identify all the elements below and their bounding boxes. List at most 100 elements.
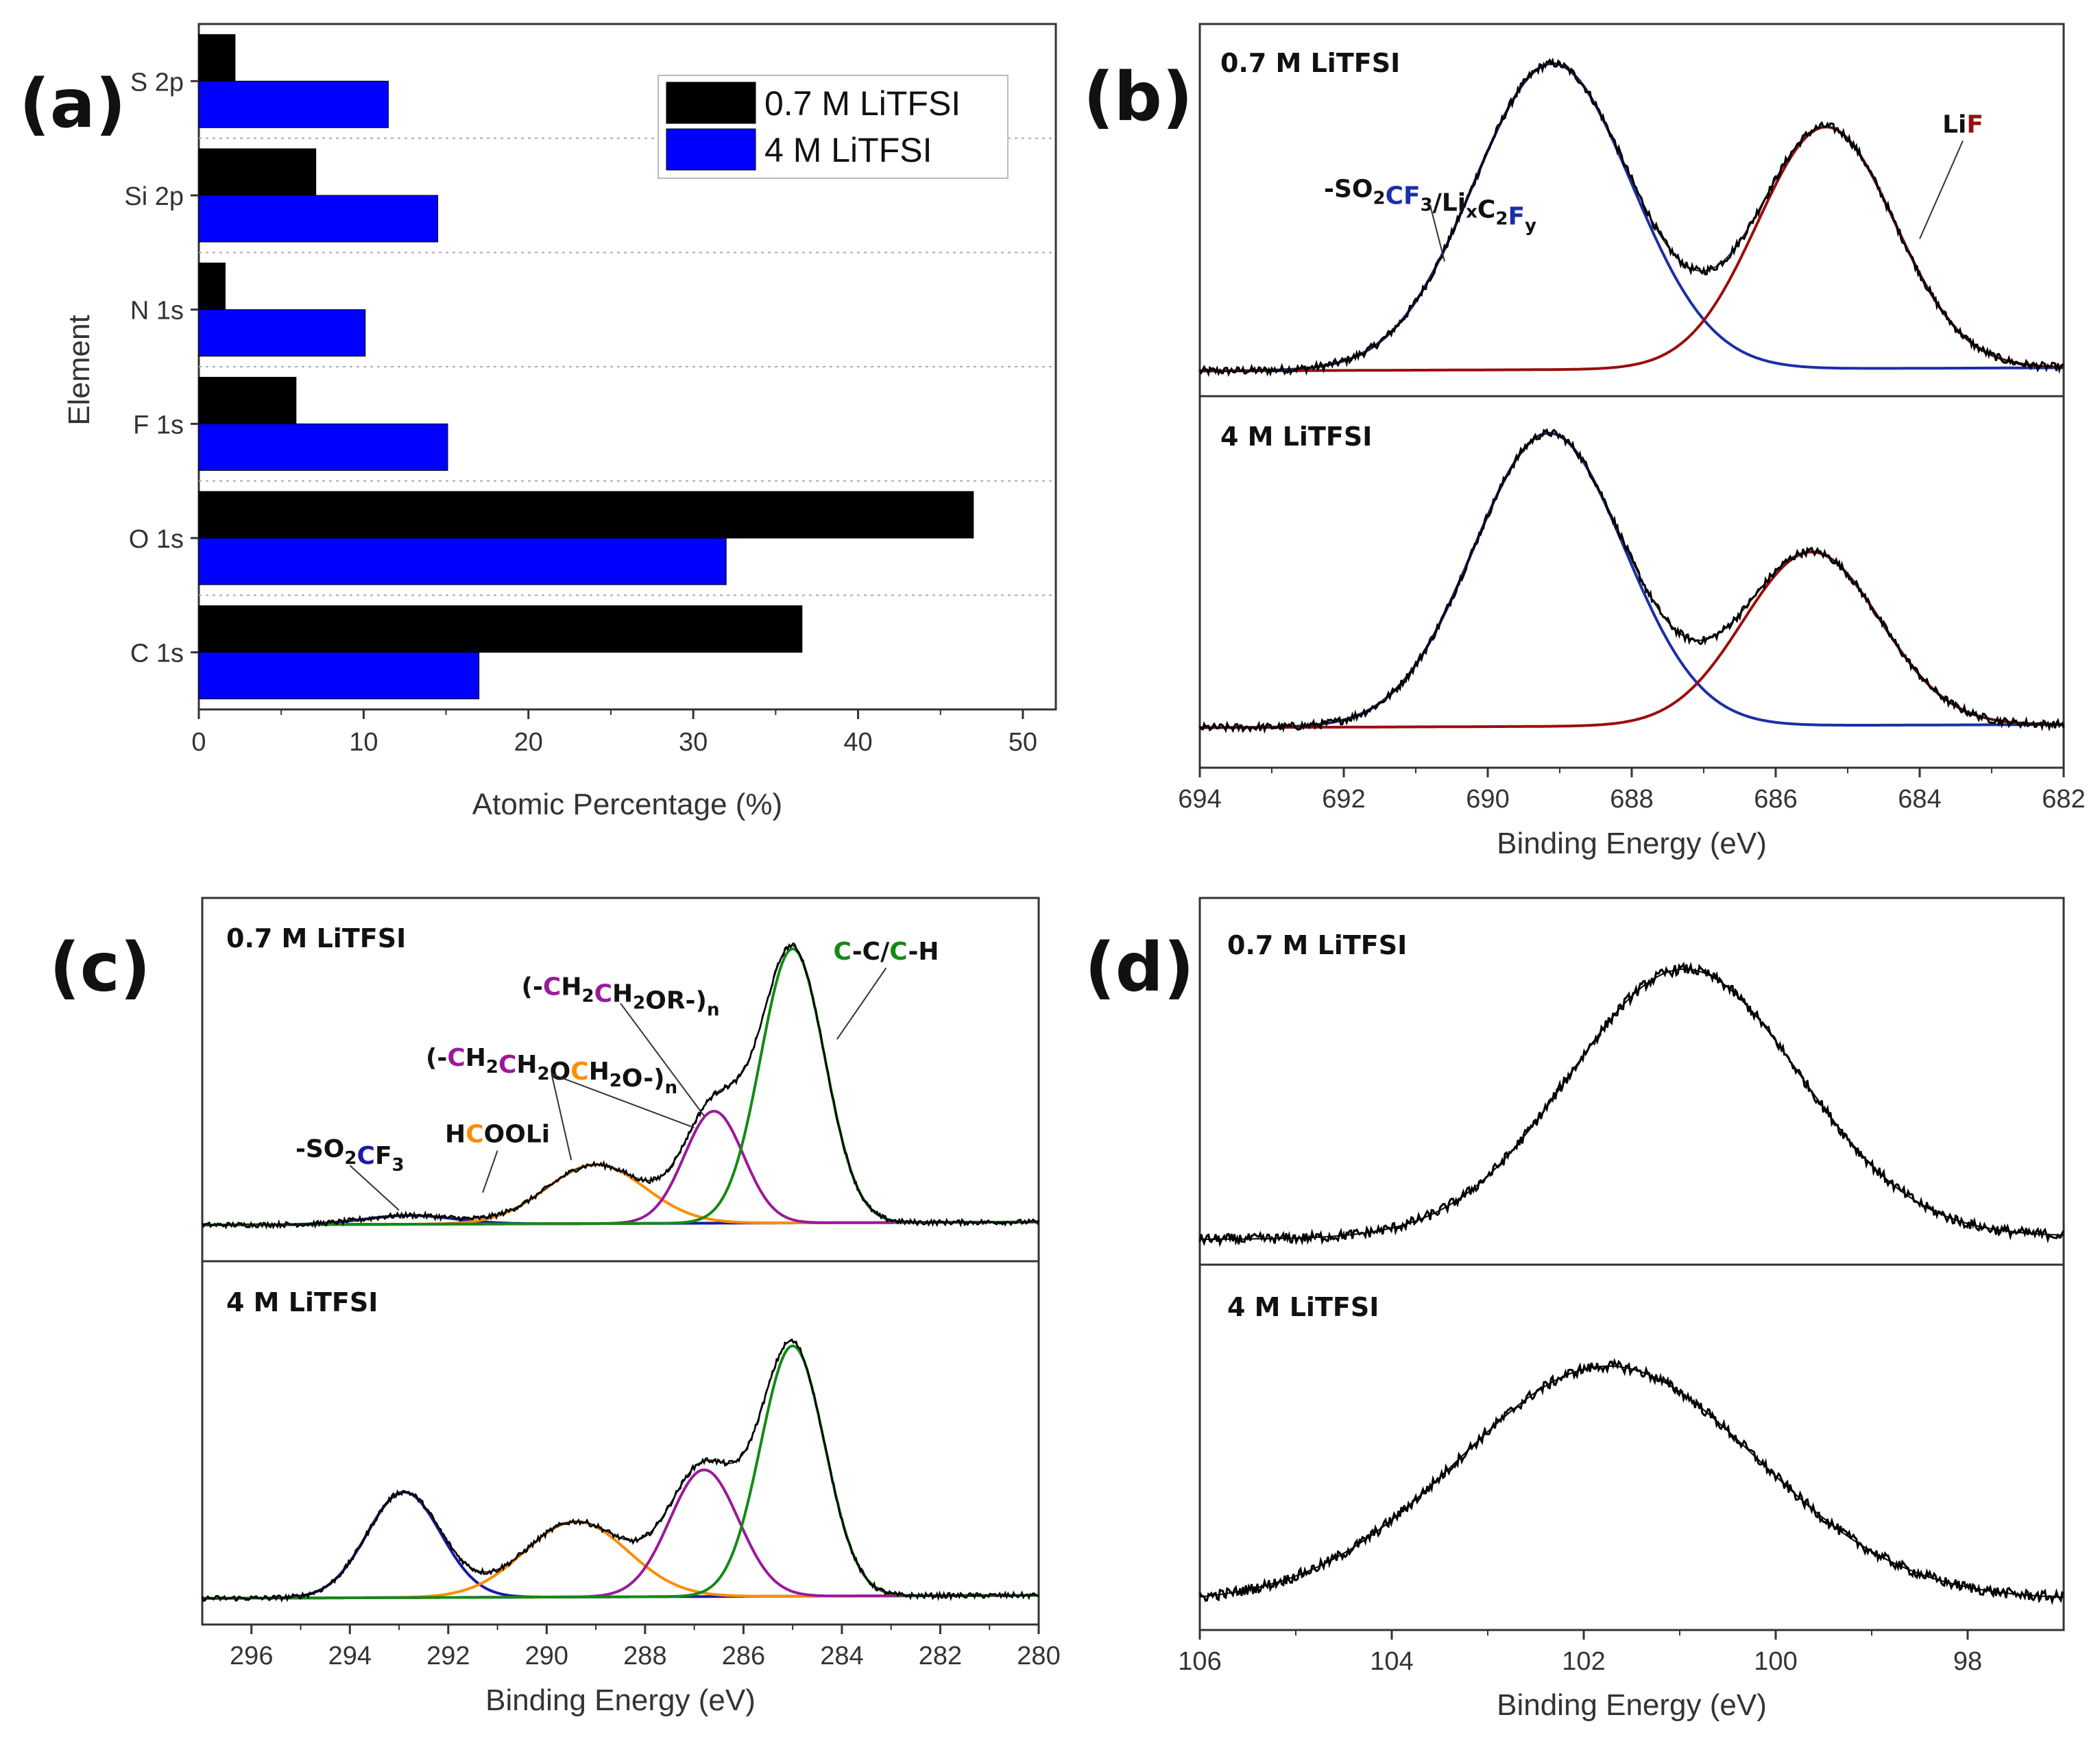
x-tick-label: 290 bbox=[525, 1642, 568, 1670]
panel-c-c1s-spectra: C-C/C-H (-CH2CH2OR-)n (-CH2CH2OCH2O-)n HCOO… bbox=[201, 897, 1061, 1717]
panel-b-label-0-7m: 0.7 M LiTFSI bbox=[1220, 48, 1400, 78]
x-tick-label: 100 bbox=[1754, 1647, 1797, 1676]
fit-peak-1-1 bbox=[1200, 550, 2064, 729]
raw-spectrum-0 bbox=[201, 942, 1040, 1230]
bar-4m-o-1s bbox=[198, 537, 727, 585]
fit-peak-1-3 bbox=[202, 1344, 1039, 1600]
x-tick-label: 692 bbox=[1322, 785, 1365, 814]
annotation-pointer bbox=[620, 1003, 705, 1117]
legend-label-0-7m: 0.7 M LiTFSI bbox=[764, 84, 961, 123]
annotation-pointer bbox=[349, 1165, 400, 1211]
bar-4m-f-1s bbox=[198, 423, 448, 471]
panel-c-x-axis-title: Binding Energy (eV) bbox=[485, 1683, 756, 1717]
x-tick-label: 20 bbox=[514, 728, 543, 757]
fit-peak-0-2 bbox=[202, 1110, 1039, 1227]
panel-c-x-ticks: 296 294 292 290 288 286 284 282 280 bbox=[230, 1625, 1061, 1670]
x-tick-label: 0 bbox=[191, 728, 206, 757]
x-tick-label: 98 bbox=[1953, 1647, 1982, 1676]
category-label: C 1s bbox=[130, 640, 184, 668]
bar-0-7m-o-1s bbox=[198, 491, 974, 539]
x-tick-label: 684 bbox=[1898, 785, 1941, 814]
category-label: F 1s bbox=[133, 411, 184, 439]
fit-peak-0-0 bbox=[1200, 968, 2064, 1240]
x-tick-label: 106 bbox=[1178, 1647, 1221, 1676]
panel-a-bars bbox=[198, 34, 974, 700]
panel-c-label-4m: 4 M LiTFSI bbox=[226, 1287, 378, 1317]
panel-b-lif-spectra: -SO2CF3/LixC2Fy LiF 694 692 690 688 686 684 682… bbox=[1178, 23, 2086, 860]
peak-annotation-3: HCOOLi bbox=[445, 1121, 550, 1149]
x-tick-label: 686 bbox=[1754, 785, 1797, 814]
x-tick-label: 102 bbox=[1562, 1647, 1605, 1676]
legend-swatch-0-7m bbox=[666, 82, 756, 124]
peak-annotation-1: (-CH2CH2OR-)n bbox=[522, 973, 720, 1021]
panel-d-label-0-7m: 0.7 M LiTFSI bbox=[1227, 930, 1407, 960]
fit-envelope-1 bbox=[202, 1340, 1039, 1599]
panel-label-c: (c) bbox=[49, 929, 151, 1007]
bar-0-7m-c-1s bbox=[198, 605, 803, 653]
category-label: Si 2p bbox=[124, 182, 184, 211]
fit-peak-0-1 bbox=[202, 1163, 1039, 1227]
x-tick-label: 694 bbox=[1178, 785, 1221, 814]
x-tick-label: 682 bbox=[2042, 785, 2085, 814]
x-tick-label: 10 bbox=[349, 728, 378, 757]
x-tick-label: 282 bbox=[919, 1642, 962, 1670]
x-tick-label: 104 bbox=[1370, 1647, 1413, 1676]
panel-b-curves bbox=[1198, 57, 2065, 734]
bar-0-7m-f-1s bbox=[198, 376, 297, 424]
panel-label-d: (d) bbox=[1085, 929, 1194, 1007]
panel-a-legend: 0.7 M LiTFSI 4 M LiTFSI bbox=[657, 75, 1009, 179]
panel-a-x-axis-title: Atomic Percentage (%) bbox=[472, 788, 782, 821]
annotation-pointer bbox=[1919, 140, 1964, 239]
bar-0-7m-n-1s bbox=[198, 263, 226, 311]
x-tick-label: 280 bbox=[1017, 1642, 1060, 1670]
peak-annotation-0: C-C/C-H bbox=[833, 938, 939, 966]
bar-4m-si-2p bbox=[198, 195, 439, 243]
annotation-pointer bbox=[551, 1073, 572, 1160]
bar-4m-n-1s bbox=[198, 309, 366, 357]
panel-b-annotations: -SO2CF3/LixC2Fy LiF bbox=[1324, 110, 1983, 262]
bar-4m-s-2p bbox=[198, 80, 389, 128]
fit-peak-0-1 bbox=[1200, 125, 2064, 373]
raw-spectrum-1 bbox=[1198, 428, 2065, 734]
panel-d-si2p-spectra: 106 104 102 100 98 0.7 M LiTFSI 4 M LiTFSI B… bbox=[1178, 897, 2065, 1722]
panel-c-label-0-7m: 0.7 M LiTFSI bbox=[226, 923, 406, 953]
category-label: O 1s bbox=[129, 525, 184, 554]
annotation-pointer bbox=[551, 1073, 695, 1129]
peak-annotation-0: -SO2CF3/LixC2Fy bbox=[1324, 175, 1536, 236]
bar-4m-c-1s bbox=[198, 652, 480, 700]
category-label: S 2p bbox=[130, 68, 184, 97]
panel-b-x-ticks: 694 692 690 688 686 684 682 bbox=[1178, 768, 2086, 814]
fit-envelope-1 bbox=[1200, 432, 2064, 729]
panel-label-b: (b) bbox=[1083, 58, 1193, 136]
x-tick-label: 40 bbox=[843, 728, 872, 757]
raw-spectrum-1 bbox=[1198, 1358, 2065, 1605]
panel-d-x-ticks: 106 104 102 100 98 bbox=[1178, 1630, 1982, 1676]
panel-b-x-axis-title: Binding Energy (eV) bbox=[1497, 827, 1767, 860]
annotation-pointer bbox=[482, 1150, 498, 1193]
panel-a-x-ticks: 0 10 20 30 40 50 bbox=[191, 709, 1037, 757]
fit-peak-1-0 bbox=[1200, 431, 2064, 729]
panel-a-category-labels: S 2p Si 2p N 1s F 1s O 1s C 1s bbox=[124, 68, 199, 668]
fit-peak-0-0 bbox=[1200, 62, 2064, 373]
panel-d-curves bbox=[1198, 961, 2065, 1605]
peak-annotation-4: -SO2CF3 bbox=[295, 1135, 405, 1176]
category-label: N 1s bbox=[130, 297, 184, 326]
fit-envelope-0 bbox=[1200, 62, 2064, 372]
bar-0-7m-si-2p bbox=[198, 148, 317, 196]
panel-d-label-4m: 4 M LiTFSI bbox=[1227, 1292, 1379, 1322]
peak-annotation-1: LiF bbox=[1942, 110, 1983, 138]
fit-peak-1-2 bbox=[202, 1468, 1039, 1600]
annotation-pointer bbox=[836, 967, 887, 1040]
panel-label-a: (a) bbox=[19, 65, 126, 143]
x-tick-label: 30 bbox=[679, 728, 708, 757]
panel-c-annotations: C-C/C-H (-CH2CH2OR-)n (-CH2CH2OCH2O-)n HCOO… bbox=[295, 938, 939, 1211]
x-tick-label: 690 bbox=[1466, 785, 1509, 814]
x-tick-label: 292 bbox=[426, 1642, 470, 1670]
x-tick-label: 296 bbox=[230, 1642, 273, 1670]
panel-a-bar-chart: S 2p Si 2p N 1s F 1s O 1s C 1s 0 10 20 30 40 50 At… bbox=[62, 23, 1057, 821]
raw-spectrum-0 bbox=[1198, 961, 2065, 1248]
panel-c-curves bbox=[201, 942, 1040, 1603]
raw-spectrum-1 bbox=[201, 1338, 1039, 1603]
bar-0-7m-s-2p bbox=[198, 34, 236, 82]
